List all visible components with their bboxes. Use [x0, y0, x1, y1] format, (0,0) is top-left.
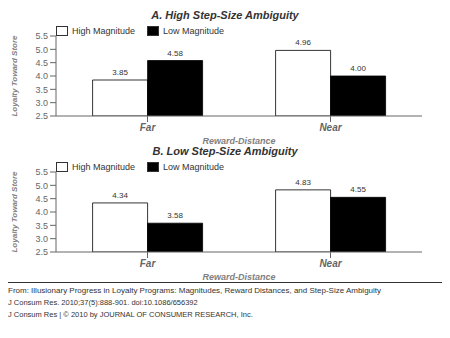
svg-text:5.0: 5.0	[35, 45, 48, 55]
svg-text:4.5: 4.5	[35, 58, 48, 68]
html-text:High Magnitude: High Magnitude	[72, 26, 135, 36]
svg-text:2.5: 2.5	[35, 247, 48, 257]
svg-text:3.0: 3.0	[35, 98, 48, 108]
html-text:Low Magnitude: Low Magnitude	[163, 26, 225, 36]
svg-text:5.5: 5.5	[35, 167, 48, 177]
svg-text:Near: Near	[319, 122, 342, 133]
svg-text:4.0: 4.0	[35, 207, 48, 217]
svg-text:3.0: 3.0	[35, 234, 48, 244]
svg-text:Reward-Distance: Reward-Distance	[202, 272, 275, 280]
html-text:J Consum Res | © 2010 by JOURN: J Consum Res | © 2010 by JOURNAL OF CONS…	[8, 310, 253, 319]
html-text:Low Magnitude: Low Magnitude	[163, 162, 225, 172]
svg-text:5.5: 5.5	[35, 31, 48, 41]
html-text:B. Low Step-Size Ambiguity: B. Low Step-Size Ambiguity	[152, 145, 298, 157]
html-text:High Magnitude: High Magnitude	[72, 162, 135, 172]
svg-text:2.5: 2.5	[35, 111, 48, 121]
html-text:A. High Step-Size Ambiguity: A. High Step-Size Ambiguity	[151, 9, 299, 21]
svg-text:Far: Far	[140, 258, 157, 269]
svg-text:5.0: 5.0	[35, 181, 48, 191]
svg-text:4.96: 4.96	[295, 38, 311, 47]
html-text:J Consum Res. 2010;37(5):888-9: J Consum Res. 2010;37(5):888-901. doi:10…	[8, 298, 198, 307]
svg-text:Near: Near	[319, 258, 342, 269]
svg-text:4.5: 4.5	[35, 194, 48, 204]
svg-text:4.83: 4.83	[295, 178, 311, 187]
svg-text:Loyalty Toward Store: Loyalty Toward Store	[10, 171, 19, 253]
svg-text:3.5: 3.5	[35, 221, 48, 231]
svg-text:Reward-Distance: Reward-Distance	[202, 136, 275, 144]
svg-text:3.5: 3.5	[35, 85, 48, 95]
svg-text:4.58: 4.58	[167, 49, 183, 58]
svg-text:3.85: 3.85	[112, 68, 128, 77]
html-text:From: Illusionary Progress in: From: Illusionary Progress in Loyalty Pr…	[8, 286, 381, 295]
svg-text:4.55: 4.55	[350, 185, 366, 194]
svg-text:4.00: 4.00	[350, 64, 366, 73]
svg-text:4.34: 4.34	[112, 191, 128, 200]
svg-text:4.0: 4.0	[35, 71, 48, 81]
svg-text:Loyalty Toward Store: Loyalty Toward Store	[10, 35, 19, 117]
svg-text:Far: Far	[140, 122, 157, 133]
svg-text:3.58: 3.58	[167, 211, 183, 220]
